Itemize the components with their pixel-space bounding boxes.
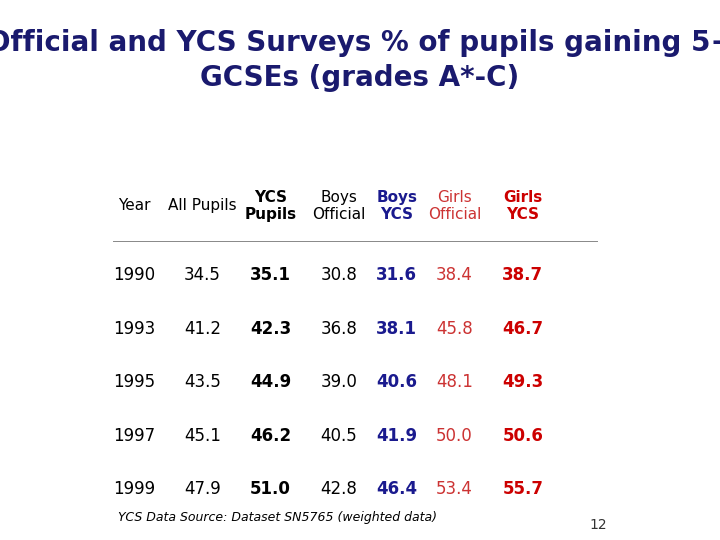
Text: YCS
Pupils: YCS Pupils — [245, 190, 297, 222]
Text: 55.7: 55.7 — [503, 480, 544, 498]
Text: 50.0: 50.0 — [436, 427, 473, 444]
Text: 38.1: 38.1 — [377, 320, 418, 338]
Text: 40.5: 40.5 — [320, 427, 357, 444]
Text: Official and YCS Surveys % of pupils gaining 5+
GCSEs (grades A*-C): Official and YCS Surveys % of pupils gai… — [0, 30, 720, 92]
Text: 42.8: 42.8 — [320, 480, 357, 498]
Text: 1997: 1997 — [113, 427, 155, 444]
Text: 36.8: 36.8 — [320, 320, 357, 338]
Text: Girls
YCS: Girls YCS — [503, 190, 543, 222]
Text: 46.2: 46.2 — [250, 427, 291, 444]
Text: 31.6: 31.6 — [377, 266, 418, 285]
Text: 43.5: 43.5 — [184, 373, 221, 392]
Text: 41.9: 41.9 — [377, 427, 418, 444]
Text: 1993: 1993 — [113, 320, 155, 338]
Text: 48.1: 48.1 — [436, 373, 473, 392]
Text: 1990: 1990 — [113, 266, 155, 285]
Text: 35.1: 35.1 — [250, 266, 291, 285]
Text: 53.4: 53.4 — [436, 480, 473, 498]
Text: 38.4: 38.4 — [436, 266, 473, 285]
Text: 45.1: 45.1 — [184, 427, 221, 444]
Text: 1999: 1999 — [113, 480, 155, 498]
Text: 45.8: 45.8 — [436, 320, 473, 338]
Text: Boys
YCS: Boys YCS — [377, 190, 418, 222]
Text: 30.8: 30.8 — [320, 266, 357, 285]
Text: 47.9: 47.9 — [184, 480, 221, 498]
Text: Year: Year — [118, 198, 150, 213]
Text: 12: 12 — [590, 518, 607, 532]
Text: 1995: 1995 — [113, 373, 155, 392]
Text: 40.6: 40.6 — [377, 373, 418, 392]
Text: 41.2: 41.2 — [184, 320, 221, 338]
Text: Boys
Official: Boys Official — [312, 190, 366, 222]
Text: 46.4: 46.4 — [377, 480, 418, 498]
Text: 34.5: 34.5 — [184, 266, 221, 285]
Text: 51.0: 51.0 — [251, 480, 291, 498]
Text: YCS Data Source: Dataset SN5765 (weighted data): YCS Data Source: Dataset SN5765 (weighte… — [118, 511, 437, 524]
Text: 50.6: 50.6 — [503, 427, 544, 444]
Text: 44.9: 44.9 — [250, 373, 292, 392]
Text: 49.3: 49.3 — [503, 373, 544, 392]
Text: Girls
Official: Girls Official — [428, 190, 481, 222]
Text: All Pupils: All Pupils — [168, 198, 237, 213]
Text: 42.3: 42.3 — [250, 320, 292, 338]
Text: 39.0: 39.0 — [320, 373, 357, 392]
Text: 46.7: 46.7 — [503, 320, 544, 338]
Text: 38.7: 38.7 — [503, 266, 544, 285]
